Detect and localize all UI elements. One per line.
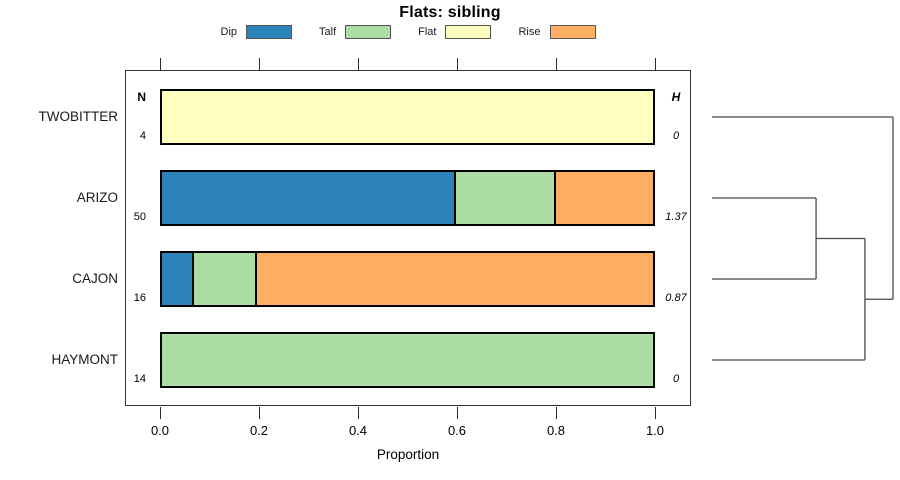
stacked-bar <box>160 251 655 307</box>
h-value: 0.87 <box>665 292 687 304</box>
bar-segment-dip <box>162 172 455 224</box>
bar-segment-dip <box>162 253 193 305</box>
n-value: 50 <box>133 211 146 223</box>
legend-item: Rise <box>518 25 596 39</box>
axis-tick-label: 0.8 <box>546 423 566 438</box>
legend-item-label: Talf <box>319 26 337 38</box>
h-column-header: H <box>671 90 681 104</box>
bar-segment-flat <box>162 91 653 143</box>
legend-item-label: Rise <box>518 26 541 38</box>
axis-tick-label: 0.2 <box>249 423 269 438</box>
legend-item-label: Dip <box>220 26 238 38</box>
legend-item-label: Flat <box>418 26 437 38</box>
stacked-bar <box>160 170 655 226</box>
axis-tick-top <box>259 58 261 70</box>
axis-tick-top <box>556 58 558 70</box>
axis-tick-bottom <box>358 407 360 419</box>
axis-tick-label: 0.4 <box>348 423 368 438</box>
axis-tick-bottom <box>160 407 162 419</box>
axis-tick-label: 0.6 <box>447 423 467 438</box>
axis-tick-top <box>457 58 459 70</box>
legend-color-swatch <box>345 25 392 39</box>
legend-item: Talf <box>319 25 392 39</box>
dendrogram <box>712 116 894 361</box>
stacked-bar <box>160 332 655 388</box>
category-label: HAYMONT <box>51 352 119 367</box>
axis-tick-label: 1.0 <box>645 423 665 438</box>
h-value: 1.37 <box>665 211 687 223</box>
axis-tick-bottom <box>457 407 459 419</box>
bar-segment-rise <box>255 253 653 305</box>
legend-color-swatch <box>246 25 293 39</box>
legend-color-swatch <box>445 25 492 39</box>
category-label: TWOBITTER <box>38 109 119 124</box>
category-label: ARIZO <box>76 190 118 205</box>
h-value: 0 <box>672 130 680 142</box>
n-value: 14 <box>133 373 146 385</box>
bar-segment-rise <box>553 172 654 224</box>
legend-color-swatch <box>549 25 596 39</box>
bar-segment-talf <box>454 172 554 224</box>
axis-tick-top <box>160 58 162 70</box>
x-axis-label: Proportion <box>376 447 440 462</box>
category-label: CAJON <box>72 271 118 286</box>
bar-segment-talf <box>162 334 653 386</box>
axis-tick-top <box>655 58 657 70</box>
stacked-bar <box>160 89 655 145</box>
n-value: 16 <box>133 292 146 304</box>
n-value: 4 <box>139 130 146 142</box>
legend: Dip Talf Flat Rise <box>125 23 691 41</box>
chart-title: Flats: sibling <box>399 4 501 21</box>
h-value: 0 <box>672 373 680 385</box>
axis-tick-label: 0.0 <box>150 423 170 438</box>
axis-tick-bottom <box>556 407 558 419</box>
legend-item: Flat <box>418 25 492 39</box>
legend-item: Dip <box>221 25 293 39</box>
axis-tick-bottom <box>259 407 261 419</box>
axis-tick-bottom <box>655 407 657 419</box>
axis-tick-top <box>358 58 360 70</box>
n-column-header: N <box>137 90 146 104</box>
bar-segment-talf <box>192 253 256 305</box>
